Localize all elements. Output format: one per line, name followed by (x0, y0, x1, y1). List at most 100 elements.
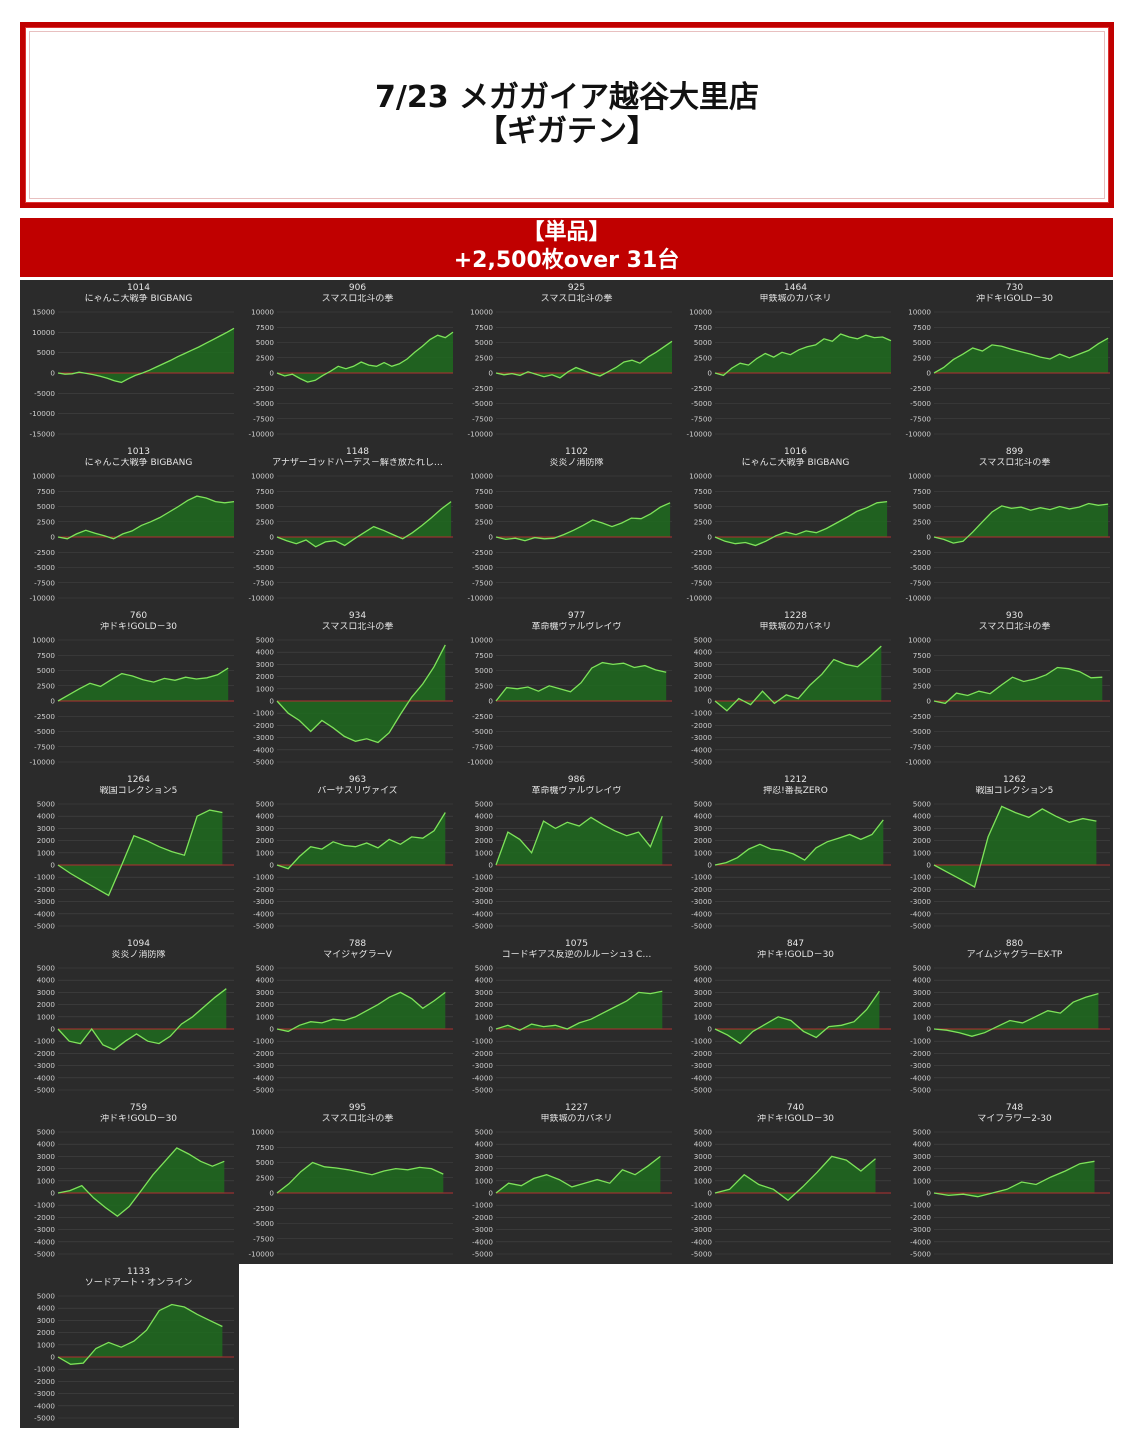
area-fill (58, 1304, 223, 1365)
series-line (714, 1155, 876, 1202)
chart-panel: 740 沖ドキ!GOLD－30 5000 4000 3000 2000 1000 0 -1000… (677, 1100, 896, 1264)
y-tick-label: 5000 (694, 964, 713, 973)
y-tick-label: 4000 (475, 812, 494, 821)
machine-number: 1262 (1003, 775, 1026, 785)
y-tick-label: 7500 (913, 651, 932, 660)
y-tick-label: -4000 (34, 909, 55, 918)
machine-number: 1016 (784, 447, 807, 457)
area-fill (934, 1161, 1095, 1197)
line-chart: 10000 7500 5000 2500 0 -2500 -5000 -7500 -10000 (468, 308, 673, 439)
y-tick-label: 4000 (256, 976, 275, 985)
area-fill (496, 991, 663, 1031)
y-tick-label: -1000 (472, 1037, 493, 1046)
chart-panel: 1264 戦国コレクション5 5000 4000 3000 2000 1000 0 -1000 -… (20, 772, 239, 936)
y-tick-label: -3000 (34, 1225, 55, 1234)
y-tick-label: 5000 (37, 1292, 56, 1301)
machine-number: 847 (786, 939, 805, 949)
y-tick-label: 3000 (694, 988, 713, 997)
y-tick-label: 10000 (908, 472, 931, 481)
y-tick-label: -1000 (34, 873, 55, 882)
machine-name: アナザーゴッドハーデス－解き放たれし… (272, 458, 443, 468)
y-tick-label: -5000 (253, 922, 274, 931)
y-tick-label: -4000 (691, 745, 712, 754)
y-tick-label: -5000 (472, 563, 493, 572)
y-tick-label: -3000 (472, 897, 493, 906)
machine-number: 925 (567, 283, 586, 293)
y-tick-label: 5000 (913, 1128, 932, 1137)
line-chart: 10000 7500 5000 2500 0 -2500 -5000 -7500 -10000 (30, 472, 235, 603)
chart-panel: 760 沖ドキ!GOLD－30 10000 7500 5000 2500 0 -2500 -50… (20, 608, 239, 772)
y-tick-label: 2500 (913, 353, 932, 362)
machine-name: 沖ドキ!GOLD－30 (99, 1114, 178, 1124)
series-line (495, 661, 667, 702)
y-tick-label: -2500 (34, 712, 55, 721)
y-tick-label: -2500 (472, 384, 493, 393)
chart-panel: 748 マイフラワー2-30 5000 4000 3000 2000 1000 0 -1000 -… (896, 1100, 1115, 1264)
y-tick-label: -2000 (472, 1213, 493, 1222)
y-tick-label: 4000 (37, 1140, 56, 1149)
machine-number: 1014 (127, 283, 150, 293)
machine-number: 1227 (565, 1103, 588, 1113)
y-tick-label: -3000 (691, 1225, 712, 1234)
y-tick-label: 0 (488, 1189, 493, 1198)
y-tick-label: 10000 (251, 472, 274, 481)
title-line-1: 7/23 メガガイア越谷大里店 (374, 80, 760, 115)
y-tick-label: 0 (50, 369, 55, 378)
y-tick-label: -2500 (253, 1204, 274, 1213)
y-tick-label: -2000 (253, 885, 274, 894)
line-chart: 10000 7500 5000 2500 0 -2500 -5000 -7500 -10000 (468, 636, 672, 767)
y-tick-label: -2500 (253, 384, 274, 393)
y-tick-label: 3000 (694, 660, 713, 669)
area-fill (715, 819, 884, 865)
y-tick-label: 4000 (37, 976, 56, 985)
y-tick-label: 1000 (694, 1176, 713, 1185)
y-tick-label: -3000 (253, 1061, 274, 1070)
y-tick-label: -4000 (691, 909, 712, 918)
machine-name: 炎炎ノ消防隊 (111, 950, 166, 960)
area-fill (277, 644, 446, 743)
line-chart: 15000 10000 5000 0 -5000 -10000 -15000 (30, 308, 235, 439)
y-tick-label: -4000 (34, 1237, 55, 1246)
y-tick-label: 1000 (913, 1176, 932, 1185)
chart-panel: 1212 押忍!番長ZERO 5000 4000 3000 2000 1000 0 -1000 -… (677, 772, 896, 936)
y-tick-label: 2500 (475, 353, 494, 362)
machine-name: スマスロ北斗の拳 (978, 458, 1051, 468)
y-tick-label: -7500 (472, 414, 493, 423)
y-tick-label: 5000 (37, 348, 56, 357)
y-tick-label: -2000 (691, 885, 712, 894)
series-line (714, 333, 892, 377)
y-tick-label: 1000 (694, 1012, 713, 1021)
line-chart: 5000 4000 3000 2000 1000 0 -1000 -2000 -3000 -400… (691, 636, 891, 767)
y-tick-label: 3000 (256, 988, 275, 997)
y-tick-label: -2500 (472, 712, 493, 721)
y-tick-label: 0 (269, 697, 274, 706)
y-tick-label: -2000 (691, 1213, 712, 1222)
y-tick-label: -2000 (253, 1049, 274, 1058)
y-tick-label: -10000 (906, 758, 932, 767)
y-tick-label: -5000 (691, 399, 712, 408)
y-tick-label: -1000 (34, 1037, 55, 1046)
y-tick-label: -5000 (691, 563, 712, 572)
y-tick-label: -2500 (691, 384, 712, 393)
y-tick-label: -1000 (253, 873, 274, 882)
y-tick-label: 2000 (475, 836, 494, 845)
y-tick-label: -5000 (910, 1250, 931, 1259)
y-tick-label: -5000 (691, 1250, 712, 1259)
machine-name: 炎炎ノ消防隊 (549, 458, 604, 468)
y-tick-label: 7500 (694, 487, 713, 496)
y-tick-label: 15000 (32, 308, 55, 317)
chart-panel: 1464 甲鉄城のカバネリ 10000 7500 5000 2500 0 -2500 -5000… (677, 280, 896, 444)
y-tick-label: -1000 (253, 1037, 274, 1046)
y-tick-label: -2000 (910, 1049, 931, 1058)
y-tick-label: 0 (488, 1025, 493, 1034)
title-line-2: 【ギガテン】 (477, 114, 657, 149)
line-chart: 10000 7500 5000 2500 0 -2500 -5000 -7500 -10000 (687, 308, 892, 439)
area-fill (934, 667, 1103, 704)
series-line (495, 990, 663, 1031)
area-fill (715, 1156, 876, 1201)
y-tick-label: -5000 (34, 727, 55, 736)
y-tick-label: -5000 (472, 727, 493, 736)
machine-name: バーサスリヴァイズ (317, 786, 398, 796)
y-tick-label: -2500 (691, 548, 712, 557)
line-chart: 5000 4000 3000 2000 1000 0 -1000 -2000 -3000 -400… (34, 800, 234, 931)
